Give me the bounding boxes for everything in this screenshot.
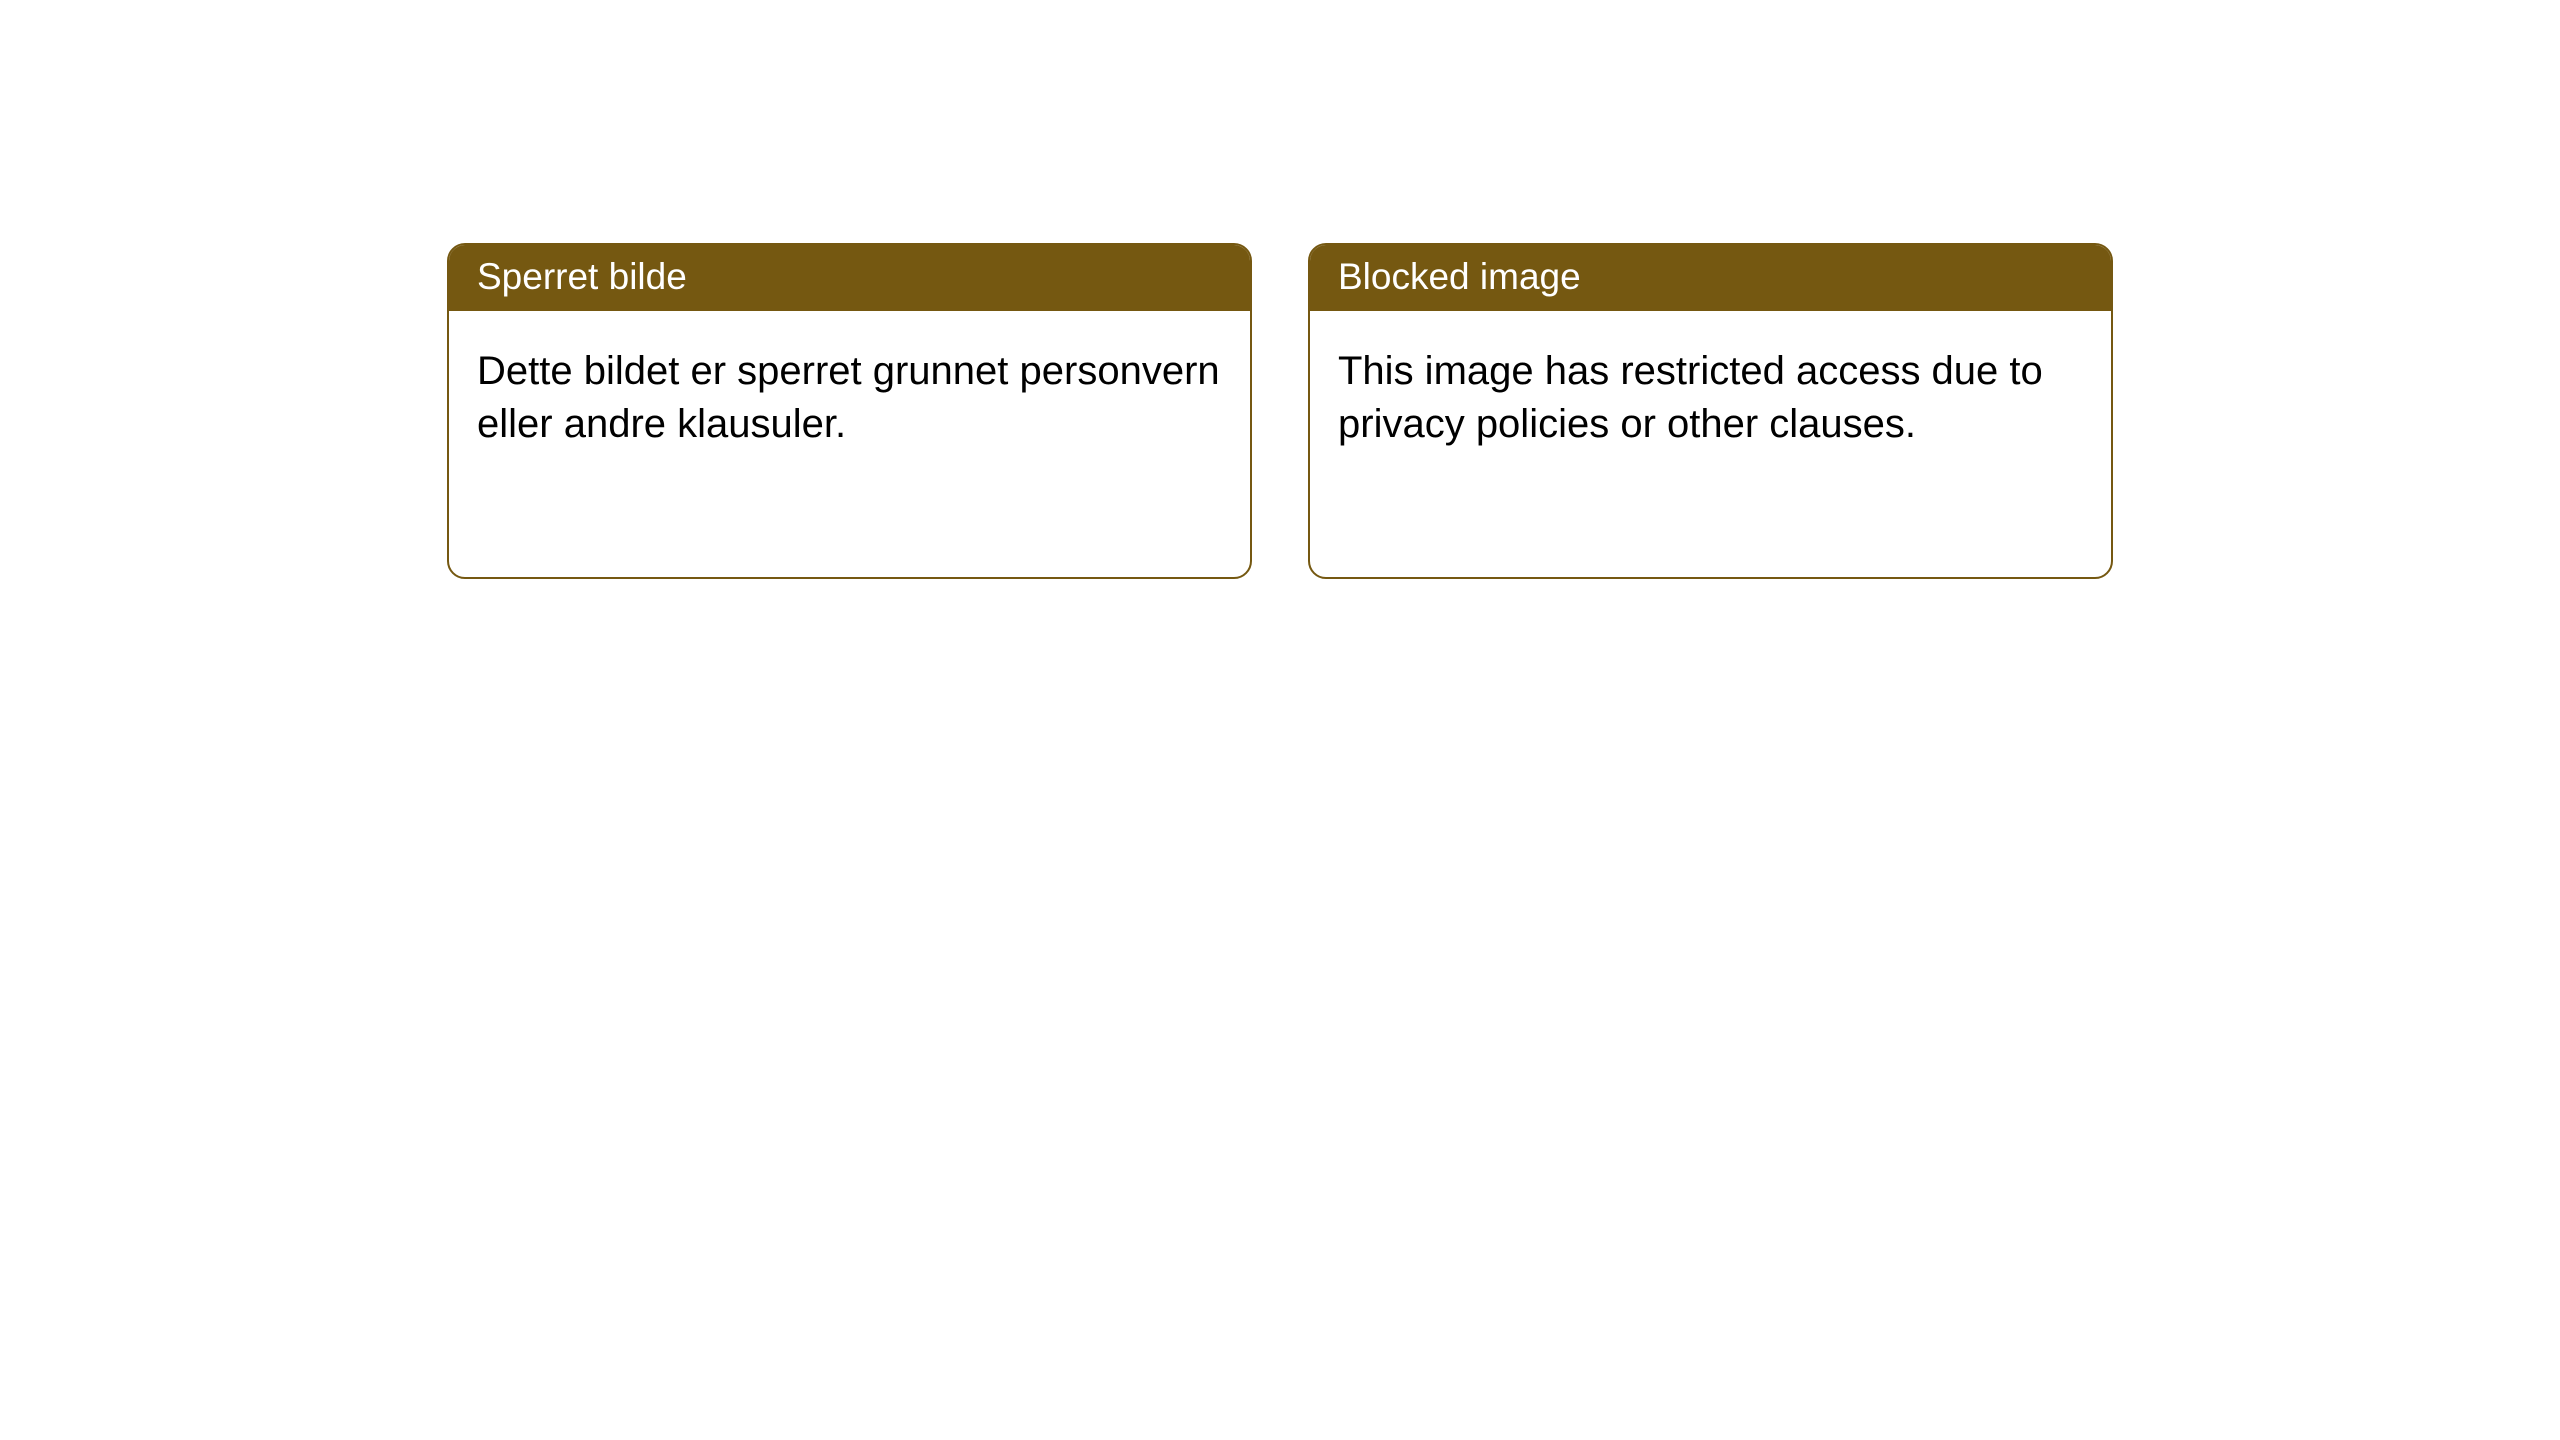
notice-card-english: Blocked image This image has restricted …	[1308, 243, 2113, 579]
notice-card-title: Sperret bilde	[449, 245, 1250, 311]
notice-card-title: Blocked image	[1310, 245, 2111, 311]
notice-card-body: This image has restricted access due to …	[1310, 311, 2111, 485]
notice-card-body: Dette bildet er sperret grunnet personve…	[449, 311, 1250, 485]
notice-cards-container: Sperret bilde Dette bildet er sperret gr…	[0, 0, 2560, 579]
notice-card-norwegian: Sperret bilde Dette bildet er sperret gr…	[447, 243, 1252, 579]
